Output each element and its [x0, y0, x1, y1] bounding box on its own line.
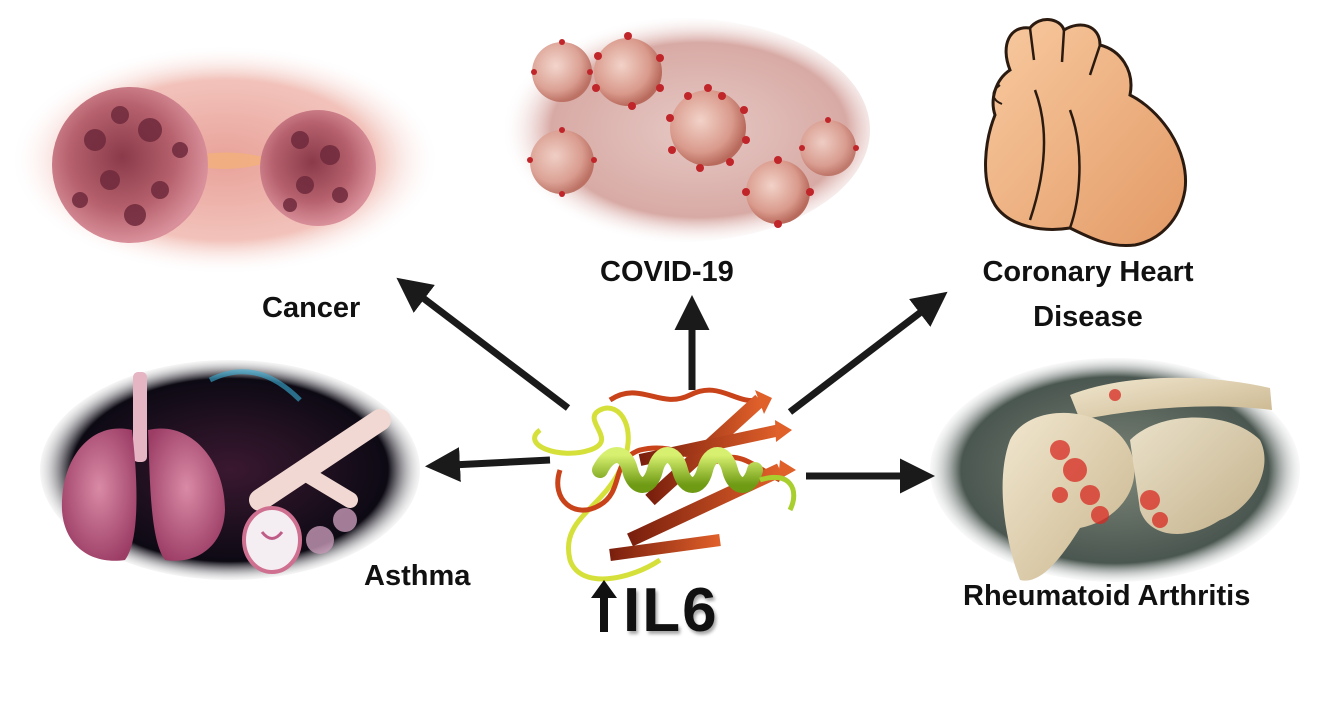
chd-label-line2: Disease — [1033, 300, 1143, 333]
asthma-label: Asthma — [364, 560, 471, 592]
up-arrow-icon — [591, 580, 617, 632]
rheumatoid-arthritis-label: Rheumatoid Arthritis — [963, 580, 1251, 612]
il6-protein-structure-icon — [532, 387, 797, 582]
lungs-bronchi-icon — [40, 360, 420, 580]
il6-label: IL6 — [623, 576, 719, 645]
effect-arrows — [396, 277, 948, 494]
arrow-to-chd — [787, 291, 948, 415]
arrow-to-asthma — [425, 447, 551, 483]
chd-label-line1: Coronary Heart — [982, 256, 1194, 288]
il6-title: IL6 — [591, 580, 719, 642]
cancer-label: Cancer — [262, 292, 361, 324]
coronavirus-particles-icon — [490, 18, 870, 242]
heart-icon — [984, 18, 1188, 248]
arrow-to-cancer — [396, 277, 571, 411]
covid-label: COVID-19 — [600, 256, 734, 288]
inflamed-shoulder-joint-icon — [930, 358, 1300, 582]
coronary-heart-disease-label: Coronary Heart Disease — [958, 250, 1218, 340]
cancer-cell-division-icon — [10, 45, 440, 275]
